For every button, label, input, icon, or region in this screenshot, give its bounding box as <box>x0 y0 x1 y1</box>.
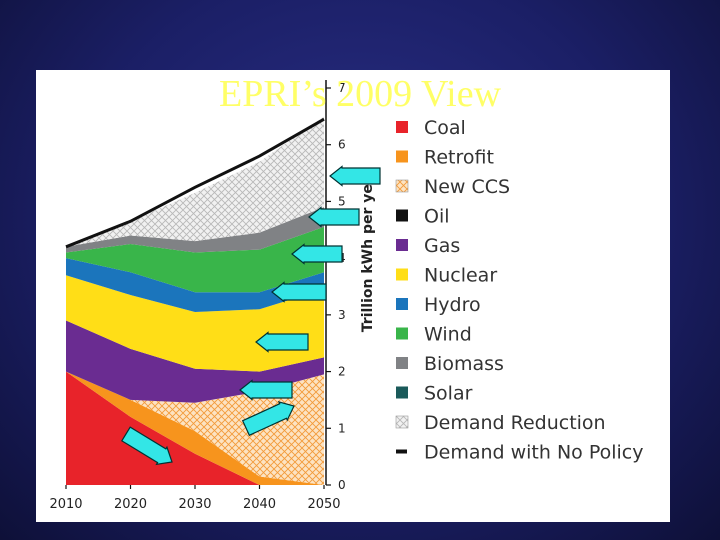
legend-label: Wind <box>424 324 472 346</box>
arrow-icon <box>241 400 295 437</box>
legend-label: Retrofit <box>424 147 494 169</box>
legend-label: Oil <box>424 206 450 228</box>
legend-label: Gas <box>424 235 460 257</box>
legend-label: Demand with No Policy <box>424 442 644 464</box>
arrow-icon <box>239 379 293 401</box>
legend-label: Demand Reduction <box>424 412 606 434</box>
line-demand-with-no-policy <box>65 117 325 249</box>
x-tick-label: 2050 <box>307 497 340 512</box>
area-retrofit <box>66 371 324 485</box>
legend-item-hydro: Hydro <box>396 294 481 316</box>
legend-swatch <box>396 150 408 163</box>
area-hydro <box>66 258 324 312</box>
legend-item-demand-reduction: Demand Reduction <box>395 412 606 434</box>
legend: Coal Retrofit New CCS Oil Gas Nuclear Hydro Win… <box>395 117 644 464</box>
legend-label: Hydro <box>424 294 481 316</box>
legend-swatch <box>396 298 408 310</box>
legend-swatch <box>396 449 407 454</box>
legend-item-oil: Oil <box>396 206 450 228</box>
y-tick-label: 7 <box>338 81 346 95</box>
legend-label: Solar <box>424 383 473 405</box>
legend-label: Coal <box>424 117 466 139</box>
legend-item-solar: Solar <box>396 383 473 405</box>
area-nuclear <box>66 275 324 372</box>
x-tick-label: 2020 <box>114 497 147 512</box>
x-tick-label: 2030 <box>178 497 211 512</box>
legend-swatch <box>395 179 409 193</box>
y-axis-title: Trillion kWh per year <box>360 168 376 333</box>
y-tick-label: 3 <box>338 308 346 322</box>
legend-item-nuclear: Nuclear <box>396 265 497 287</box>
arrow-icon <box>308 206 360 228</box>
legend-swatch <box>396 357 408 369</box>
legend-item-new-ccs: New CCS <box>395 176 510 198</box>
annotation-arrows <box>121 165 381 466</box>
area-new-ccs <box>66 371 324 485</box>
y-tick-label: 5 <box>338 194 346 208</box>
legend-swatch <box>396 209 408 222</box>
y-tick-label: 6 <box>338 138 346 152</box>
legend-item-wind: Wind <box>396 324 472 346</box>
area-demand-reduction <box>66 116 324 247</box>
legend-item-coal: Coal <box>396 117 466 139</box>
arrow-icon <box>255 331 309 353</box>
y-axis: 01234567 <box>325 80 346 492</box>
legend-swatch <box>396 327 408 340</box>
legend-swatch <box>395 415 409 429</box>
demand-line-layer <box>65 117 325 249</box>
arrow-icon <box>271 281 327 303</box>
legend-label: New CCS <box>424 176 510 198</box>
y-tick-label: 2 <box>338 365 346 379</box>
legend-label: Nuclear <box>424 265 497 287</box>
legend-item-retrofit: Retrofit <box>396 147 494 169</box>
legend-swatch <box>396 268 408 281</box>
legend-swatch <box>396 121 408 133</box>
legend-swatch <box>396 239 408 251</box>
arrow-icon <box>291 243 343 265</box>
legend-item-demand-with-no-policy: Demand with No Policy <box>396 442 644 464</box>
area-wind <box>66 226 324 293</box>
y-tick-label: 0 <box>338 478 346 492</box>
x-axis: 2010 2020 2030 2040 2050 <box>49 485 341 512</box>
y-tick-label: 1 <box>338 421 346 435</box>
area-biomass <box>66 207 324 253</box>
arrow-icon <box>121 426 173 466</box>
x-tick-label: 2040 <box>243 497 276 512</box>
x-tick-label: 2010 <box>49 497 82 512</box>
areas-layer <box>66 116 324 485</box>
legend-item-biomass: Biomass <box>396 353 504 375</box>
legend-item-gas: Gas <box>396 235 460 257</box>
area-coal <box>66 371 324 485</box>
arrow-icon <box>329 165 381 187</box>
legend-swatch <box>396 386 408 399</box>
legend-label: Biomass <box>424 353 504 375</box>
